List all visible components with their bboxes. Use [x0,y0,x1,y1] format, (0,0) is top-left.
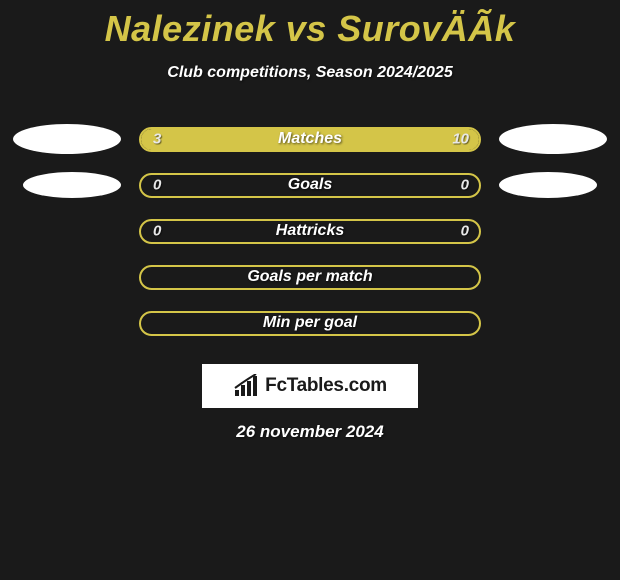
player-right-marker [499,172,597,198]
stat-bar-goals-per-match: Goals per match [139,265,481,290]
stats-rows: 3 Matches 10 0 Goals 0 0 Hattricks 0 [0,116,620,346]
logo-text: FcTables.com [265,375,387,397]
stat-label: Goals [288,176,332,194]
stat-right-value: 10 [452,131,469,148]
stat-label: Matches [278,130,342,148]
stat-row: 3 Matches 10 [0,116,620,162]
stat-row: Min per goal [0,300,620,346]
bars-icon [233,374,263,398]
comparison-subtitle: Club competitions, Season 2024/2025 [0,64,620,82]
stat-bar-goals: 0 Goals 0 [139,173,481,198]
stat-bar-hattricks: 0 Hattricks 0 [139,219,481,244]
source-logo: FcTables.com [202,364,418,408]
stat-left-value: 0 [153,223,161,240]
stat-row: 0 Hattricks 0 [0,208,620,254]
stat-label: Hattricks [276,222,344,240]
stat-bar-matches: 3 Matches 10 [139,127,481,152]
player-right-marker [499,124,607,154]
stat-label: Min per goal [263,314,357,332]
comparison-title: Nalezinek vs SurovÄÃ­k [0,0,620,50]
stat-bar-min-per-goal: Min per goal [139,311,481,336]
stat-row: 0 Goals 0 [0,162,620,208]
stat-right-value: 0 [461,223,469,240]
stat-label: Goals per match [247,268,372,286]
stat-left-value: 3 [153,131,161,148]
player-left-marker [13,124,121,154]
stat-row: Goals per match [0,254,620,300]
stat-right-value: 0 [461,177,469,194]
stat-left-value: 0 [153,177,161,194]
snapshot-date: 26 november 2024 [0,422,620,442]
bar-fill-right [219,129,479,150]
player-left-marker [23,172,121,198]
